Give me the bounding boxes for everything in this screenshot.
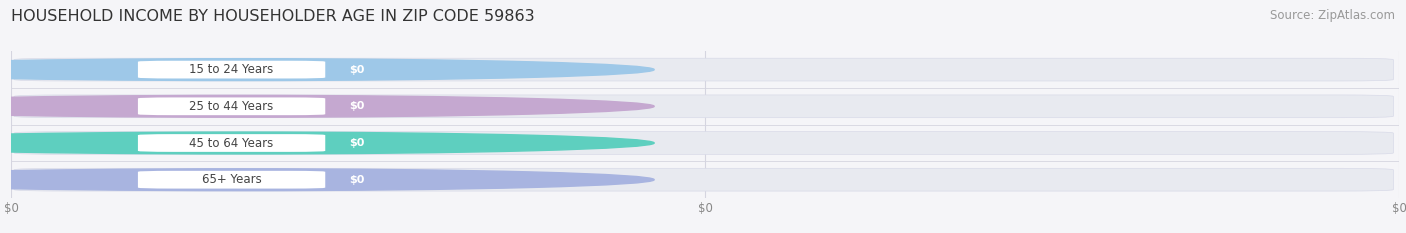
FancyBboxPatch shape: [138, 134, 325, 152]
Text: $0: $0: [350, 138, 366, 148]
FancyBboxPatch shape: [330, 171, 384, 188]
Text: 25 to 44 Years: 25 to 44 Years: [190, 100, 274, 113]
Text: Source: ZipAtlas.com: Source: ZipAtlas.com: [1270, 9, 1395, 22]
Circle shape: [0, 132, 654, 154]
Text: 45 to 64 Years: 45 to 64 Years: [190, 137, 274, 150]
FancyBboxPatch shape: [330, 97, 384, 115]
Circle shape: [0, 59, 654, 81]
FancyBboxPatch shape: [14, 95, 1393, 118]
FancyBboxPatch shape: [138, 97, 325, 115]
FancyBboxPatch shape: [14, 168, 1393, 191]
FancyBboxPatch shape: [138, 171, 325, 188]
Text: $0: $0: [350, 101, 366, 111]
Text: $0: $0: [350, 175, 366, 185]
Text: 15 to 24 Years: 15 to 24 Years: [190, 63, 274, 76]
FancyBboxPatch shape: [330, 134, 384, 152]
Circle shape: [0, 95, 654, 117]
FancyBboxPatch shape: [14, 132, 1393, 154]
Text: HOUSEHOLD INCOME BY HOUSEHOLDER AGE IN ZIP CODE 59863: HOUSEHOLD INCOME BY HOUSEHOLDER AGE IN Z…: [11, 9, 534, 24]
Circle shape: [0, 169, 654, 191]
FancyBboxPatch shape: [138, 61, 325, 79]
FancyBboxPatch shape: [330, 61, 384, 79]
FancyBboxPatch shape: [14, 58, 1393, 81]
Text: $0: $0: [350, 65, 366, 75]
Text: 65+ Years: 65+ Years: [201, 173, 262, 186]
